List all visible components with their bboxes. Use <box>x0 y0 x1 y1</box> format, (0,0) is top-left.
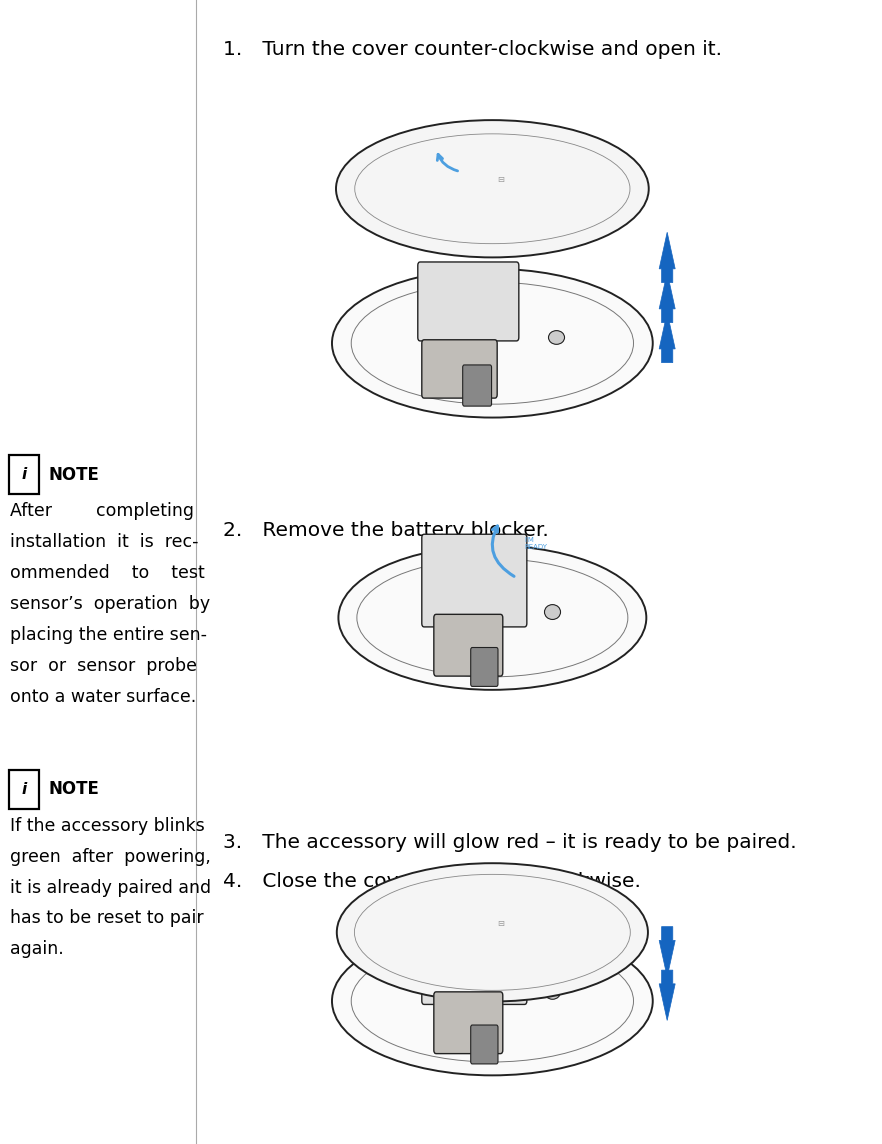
Ellipse shape <box>336 120 649 257</box>
Text: i: i <box>21 467 26 483</box>
FancyBboxPatch shape <box>463 365 491 406</box>
Polygon shape <box>659 970 676 1020</box>
FancyBboxPatch shape <box>422 912 527 1004</box>
Text: I'M
READY: I'M READY <box>525 537 548 550</box>
Ellipse shape <box>339 546 647 690</box>
Polygon shape <box>659 232 676 283</box>
Text: onto a water surface.: onto a water surface. <box>10 688 196 706</box>
Text: NOTE: NOTE <box>49 780 99 799</box>
Text: 1. Turn the cover counter-clockwise and open it.: 1. Turn the cover counter-clockwise and … <box>223 40 722 59</box>
FancyBboxPatch shape <box>471 648 498 686</box>
Text: it is already paired and: it is already paired and <box>10 879 211 897</box>
Text: green  after  powering,: green after powering, <box>10 848 211 866</box>
Ellipse shape <box>332 269 653 418</box>
FancyBboxPatch shape <box>434 992 503 1054</box>
Ellipse shape <box>544 984 561 1000</box>
Polygon shape <box>659 272 676 323</box>
Text: placing the entire sen-: placing the entire sen- <box>10 626 206 644</box>
Text: ommended    to    test: ommended to test <box>10 564 205 582</box>
Ellipse shape <box>355 134 630 244</box>
Text: If the accessory blinks: If the accessory blinks <box>10 817 205 835</box>
Text: installation  it  is  rec-: installation it is rec- <box>10 533 198 551</box>
Ellipse shape <box>332 927 653 1075</box>
FancyBboxPatch shape <box>422 340 497 398</box>
Polygon shape <box>659 927 676 977</box>
Ellipse shape <box>544 604 561 620</box>
Text: 4. Close the cover and turn it clockwise.: 4. Close the cover and turn it clockwise… <box>223 872 641 891</box>
Text: 3. The accessory will glow red – it is ready to be paired.: 3. The accessory will glow red – it is r… <box>223 833 796 852</box>
Text: NOTE: NOTE <box>49 466 99 484</box>
Ellipse shape <box>357 558 628 677</box>
FancyBboxPatch shape <box>9 455 40 494</box>
Text: sensor’s  operation  by: sensor’s operation by <box>10 595 210 613</box>
Ellipse shape <box>351 283 633 404</box>
Ellipse shape <box>355 874 631 991</box>
Ellipse shape <box>337 864 648 1001</box>
Text: 2. Remove the battery blocker.: 2. Remove the battery blocker. <box>223 521 549 540</box>
Ellipse shape <box>351 940 633 1062</box>
Text: ⊟: ⊟ <box>497 175 504 184</box>
Text: After        completing: After completing <box>10 502 194 521</box>
Text: i: i <box>21 781 26 797</box>
Text: again.: again. <box>10 940 64 959</box>
Text: ⊟: ⊟ <box>497 919 504 928</box>
FancyBboxPatch shape <box>471 1025 498 1064</box>
FancyBboxPatch shape <box>418 262 519 341</box>
FancyBboxPatch shape <box>434 614 503 676</box>
Text: has to be reset to pair: has to be reset to pair <box>10 909 203 928</box>
Text: sor  or  sensor  probe: sor or sensor probe <box>10 657 197 675</box>
Polygon shape <box>659 312 676 363</box>
Ellipse shape <box>549 331 564 344</box>
FancyBboxPatch shape <box>9 770 40 809</box>
FancyBboxPatch shape <box>422 534 527 627</box>
